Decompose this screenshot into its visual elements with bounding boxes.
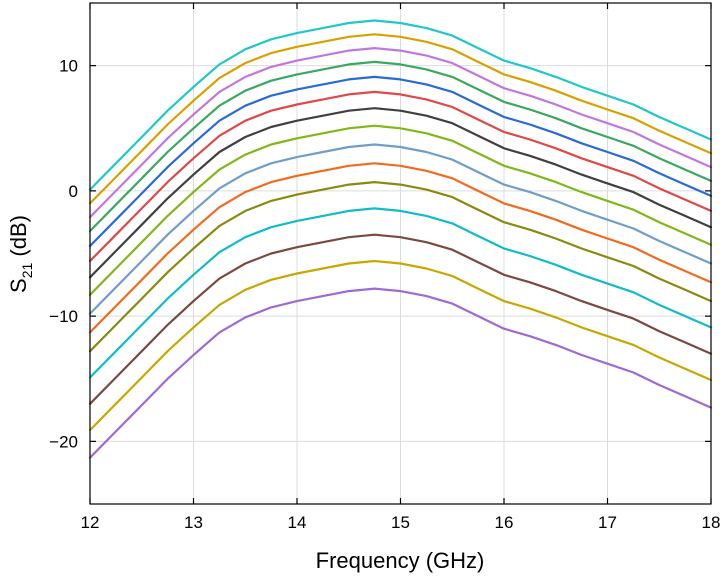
x-tick-label: 17 (598, 513, 617, 532)
series-line (88, 90, 713, 263)
x-tick-label: 12 (81, 513, 100, 532)
x-tick-label: 16 (495, 513, 514, 532)
series-line (88, 75, 713, 248)
series-line (88, 259, 713, 432)
series-line (88, 124, 713, 296)
series-line (88, 46, 713, 219)
x-tick-label: 14 (288, 513, 307, 532)
series-line (88, 33, 713, 205)
y-axis-title-unit: (dB) (6, 215, 31, 263)
series-layer (88, 19, 713, 459)
y-axis-title: S21 (dB) (6, 215, 35, 293)
grid (90, 3, 711, 504)
series-line (88, 107, 713, 279)
y-tick-label: −20 (49, 432, 78, 451)
series-line (88, 143, 713, 315)
x-axis-title: Frequency (GHz) (316, 548, 485, 573)
y-axis-title-main: S (6, 278, 31, 293)
y-tick-label: 0 (69, 182, 78, 201)
series-line (88, 19, 713, 191)
y-axis-title-sub: 21 (19, 263, 35, 279)
x-tick-label: 18 (702, 513, 721, 532)
y-tick-label: 10 (59, 57, 78, 76)
series-line (88, 233, 713, 405)
x-tick-label: 15 (391, 513, 410, 532)
series-line (88, 287, 713, 459)
series-line (88, 181, 713, 353)
x-tick-label: 13 (184, 513, 203, 532)
series-line (88, 60, 713, 233)
ticks: 12 13 14 15 16 17 18 −20 −10 0 10 (49, 3, 720, 532)
series-line (88, 162, 713, 334)
y-tick-label: −10 (49, 307, 78, 326)
series-line (88, 207, 713, 379)
